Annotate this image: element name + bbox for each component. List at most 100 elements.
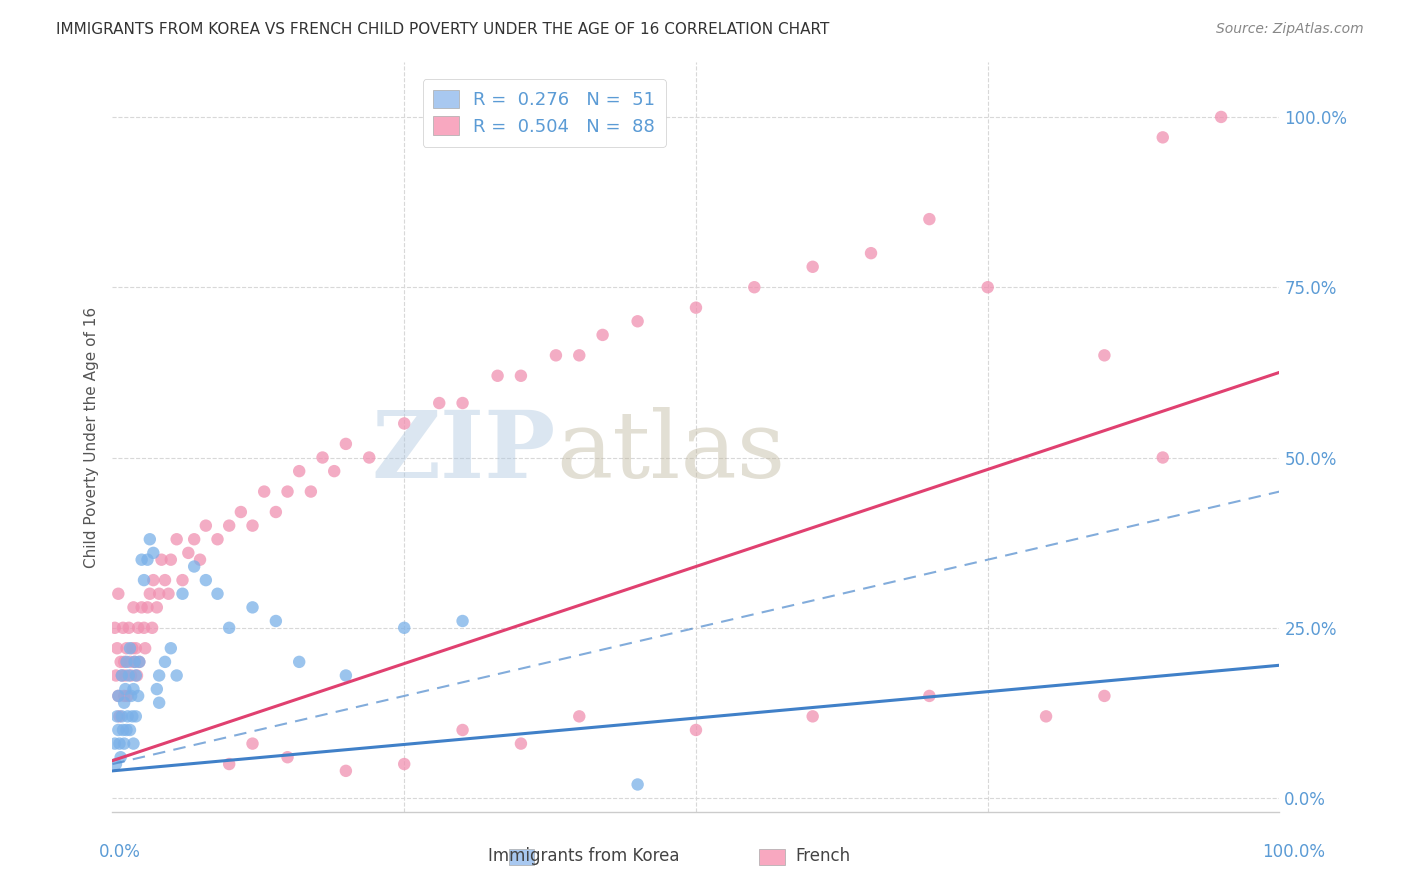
Point <box>311 450 333 465</box>
Point <box>112 689 135 703</box>
Point <box>242 518 264 533</box>
Point <box>976 280 998 294</box>
Point <box>104 668 127 682</box>
Point <box>124 655 146 669</box>
Point <box>451 723 474 737</box>
Point <box>299 484 322 499</box>
Point <box>125 668 148 682</box>
Point <box>146 600 169 615</box>
Point <box>183 559 205 574</box>
Point <box>218 518 240 533</box>
Point <box>112 696 135 710</box>
Point <box>207 587 229 601</box>
Point <box>114 682 136 697</box>
Point <box>194 518 217 533</box>
Point <box>124 655 146 669</box>
Point <box>148 587 170 601</box>
Point <box>627 314 650 328</box>
Point <box>118 668 141 682</box>
Point <box>107 587 129 601</box>
Point <box>685 301 707 315</box>
Point <box>568 348 591 362</box>
Text: Source: ZipAtlas.com: Source: ZipAtlas.com <box>1216 22 1364 37</box>
Point <box>121 641 143 656</box>
Point <box>801 709 824 723</box>
Point <box>918 212 941 227</box>
Point <box>112 655 135 669</box>
Point <box>359 450 381 465</box>
Point <box>121 709 143 723</box>
Point <box>107 689 129 703</box>
Point <box>218 757 240 772</box>
Point <box>172 573 194 587</box>
Point <box>114 668 136 682</box>
Text: 0.0%: 0.0% <box>98 843 141 861</box>
Point <box>127 689 149 703</box>
Point <box>117 709 139 723</box>
Point <box>1094 348 1116 362</box>
Point <box>544 348 567 362</box>
Point <box>1094 689 1116 703</box>
Point <box>132 573 155 587</box>
Point <box>115 641 138 656</box>
Point <box>860 246 883 260</box>
Point <box>104 737 127 751</box>
Point <box>264 505 287 519</box>
Point <box>153 573 176 587</box>
Point <box>104 621 127 635</box>
Point <box>120 689 142 703</box>
Point <box>127 621 149 635</box>
Point <box>128 655 150 669</box>
Point <box>115 655 138 669</box>
Point <box>132 621 155 635</box>
Point <box>288 464 311 478</box>
Point <box>122 600 145 615</box>
Point <box>335 437 357 451</box>
Point <box>120 668 142 682</box>
Text: French: French <box>794 847 851 865</box>
Point <box>153 655 176 669</box>
Point <box>118 621 141 635</box>
Point <box>146 682 169 697</box>
Point <box>242 737 264 751</box>
Point <box>107 689 129 703</box>
Point <box>486 368 509 383</box>
Point <box>131 552 153 566</box>
Point <box>218 621 240 635</box>
Point <box>451 396 474 410</box>
Point <box>104 757 127 772</box>
Point <box>108 737 131 751</box>
Point <box>141 621 163 635</box>
Point <box>157 587 180 601</box>
Point <box>122 737 145 751</box>
Point <box>166 668 188 682</box>
Point <box>139 533 162 547</box>
Point <box>118 641 141 656</box>
Point <box>105 709 128 723</box>
Point <box>110 750 132 764</box>
Point <box>111 709 134 723</box>
Point <box>134 641 156 656</box>
Point <box>509 368 531 383</box>
Point <box>1152 130 1174 145</box>
Point <box>744 280 766 294</box>
Point <box>183 533 205 547</box>
Point <box>685 723 707 737</box>
Point <box>125 668 148 682</box>
Point <box>323 464 346 478</box>
Point <box>118 655 141 669</box>
Point <box>188 552 211 566</box>
Point <box>288 655 311 669</box>
Point <box>194 573 217 587</box>
Point <box>253 484 276 499</box>
Point <box>148 696 170 710</box>
Point <box>394 417 416 431</box>
Point <box>131 600 153 615</box>
Point <box>427 396 450 410</box>
Point <box>1152 450 1174 465</box>
Point <box>115 723 138 737</box>
Point <box>335 764 357 778</box>
Point <box>394 757 416 772</box>
Point <box>276 484 298 499</box>
Point <box>118 723 141 737</box>
